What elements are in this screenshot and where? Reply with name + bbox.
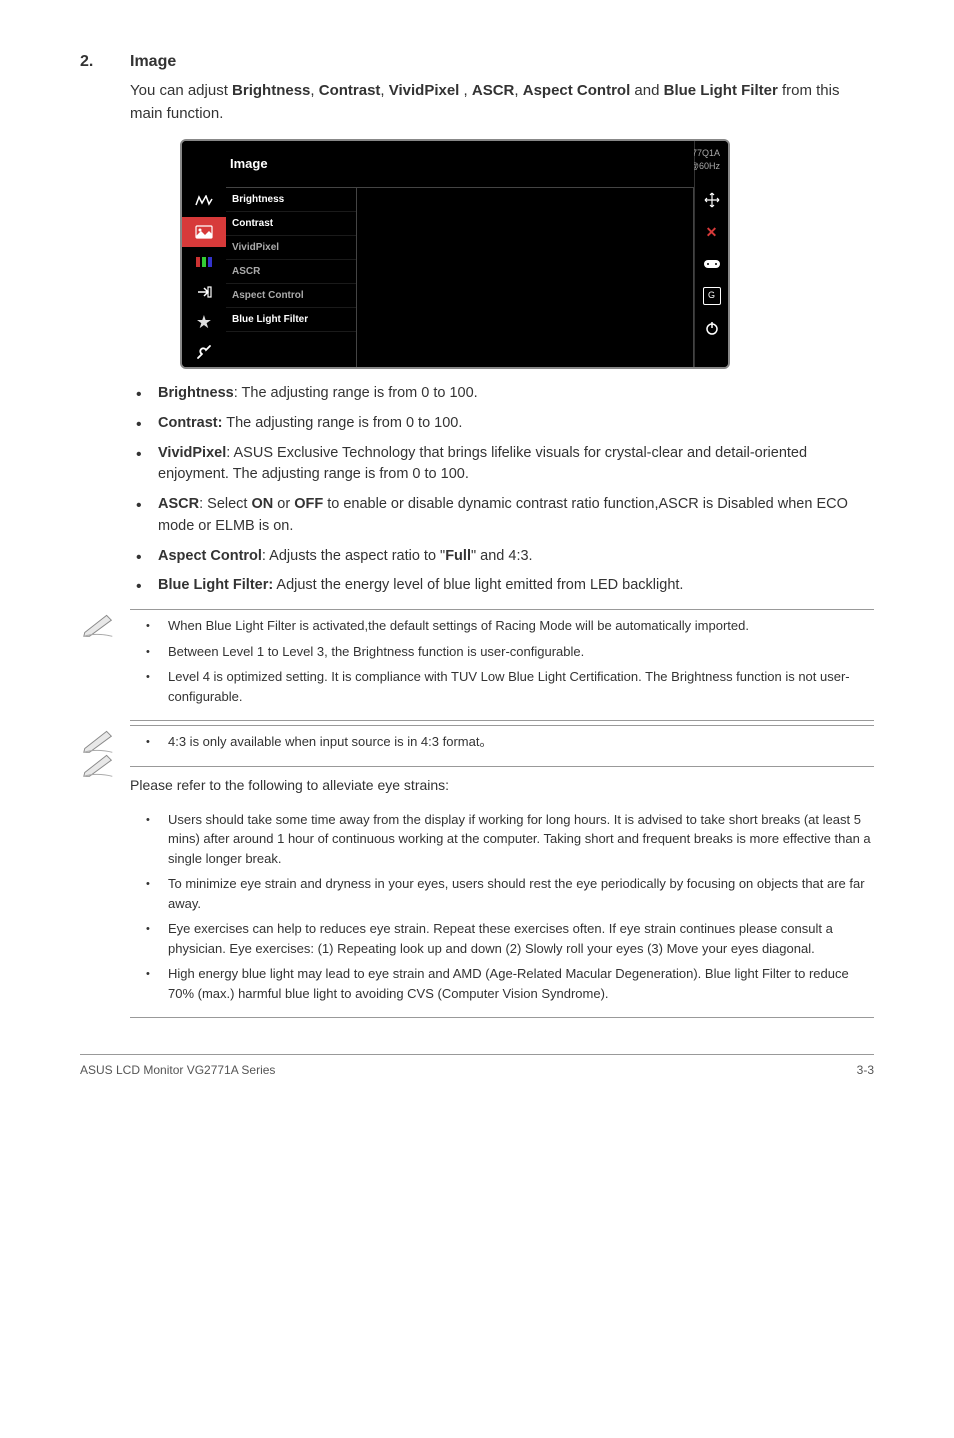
close-icon: ✕: [703, 223, 721, 241]
note-block-2: 4:3 is only available when input source …: [80, 725, 874, 1018]
osd-item-contrast: Contrast: [226, 212, 356, 236]
osd-tab-color-icon: [182, 247, 226, 277]
osd-tab-image-icon: [182, 217, 226, 247]
bullet-aspect: Aspect Control: Adjusts the aspect ratio…: [130, 546, 874, 568]
bullet-vividpixel: VividPixel: ASUS Exclusive Technology th…: [130, 443, 874, 487]
bullet-ascr: ASCR: Select ON or OFF to enable or disa…: [130, 494, 874, 538]
bullet-contrast: Contrast: The adjusting range is from 0 …: [130, 413, 874, 435]
osd-item-vividpixel: VividPixel: [226, 236, 356, 260]
section-number: 2.: [80, 50, 130, 74]
osd-content: [356, 141, 694, 367]
section-title: Image: [130, 50, 176, 74]
section-header: 2. Image: [80, 50, 874, 74]
note3-item-0: Users should take some time away from th…: [140, 810, 874, 869]
note1-item-2: Level 4 is optimized setting. It is comp…: [140, 667, 874, 706]
osd-tab-favorite-icon: ★: [182, 307, 226, 337]
section-intro: You can adjust Brightness, Contrast, Viv…: [130, 80, 874, 125]
pencil-icon: [80, 609, 118, 631]
note-block-1: When Blue Light Filter is activated,the …: [80, 609, 874, 721]
osd-controls: ✕ G: [694, 141, 728, 367]
eye-strain-intro: Please refer to the following to allevia…: [130, 775, 874, 796]
osd-tabs: ★: [182, 141, 226, 367]
main-bullet-list: Brightness: The adjusting range is from …: [130, 383, 874, 597]
pencil-icon: [80, 725, 118, 747]
osd-tab-input-icon: [182, 277, 226, 307]
osd-title: Image: [226, 141, 356, 187]
osd-item-aspect: Aspect Control: [226, 284, 356, 308]
note2-item-0: 4:3 is only available when input source …: [140, 732, 874, 752]
footer-left: ASUS LCD Monitor VG2771A Series: [80, 1061, 275, 1079]
page-footer: ASUS LCD Monitor VG2771A Series 3-3: [80, 1054, 874, 1079]
osd-menu: Image Brightness Contrast VividPixel ASC…: [226, 141, 356, 367]
gamepad-icon: [703, 255, 721, 273]
move-icon: [703, 191, 721, 209]
note3-item-3: High energy blue light may lead to eye s…: [140, 964, 874, 1003]
osd-tab-gaming-icon: [182, 187, 226, 217]
osd-screenshot: ASUS TUF Gaming VG277Q1A Racing Mode HDM…: [180, 139, 874, 369]
osd-tab-settings-icon: [182, 337, 226, 367]
bullet-brightness: Brightness: The adjusting range is from …: [130, 383, 874, 405]
osd-item-ascr: ASCR: [226, 260, 356, 284]
note1-item-0: When Blue Light Filter is activated,the …: [140, 616, 874, 636]
bullet-bluelight: Blue Light Filter: Adjust the energy lev…: [130, 575, 874, 597]
note3-item-1: To minimize eye strain and dryness in yo…: [140, 874, 874, 913]
note1-item-1: Between Level 1 to Level 3, the Brightne…: [140, 642, 874, 662]
power-icon: [703, 319, 721, 337]
note3-item-2: Eye exercises can help to reduces eye st…: [140, 919, 874, 958]
pencil-icon: [80, 749, 118, 771]
osd-item-bluelight: Blue Light Filter: [226, 308, 356, 332]
footer-right: 3-3: [857, 1061, 874, 1079]
osd-item-brightness: Brightness: [226, 188, 356, 212]
gamevisual-icon: G: [703, 287, 721, 305]
